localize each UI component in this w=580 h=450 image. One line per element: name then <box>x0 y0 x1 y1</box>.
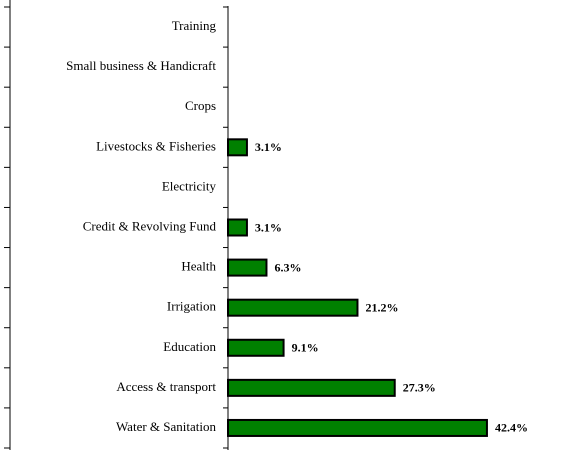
y-tick-label: Irrigation <box>167 299 217 314</box>
value-label: 42.4% <box>495 421 528 435</box>
y-tick-label: Access & transport <box>116 379 216 394</box>
y-tick-label: Training <box>172 18 217 33</box>
y-tick-label: Education <box>163 339 216 354</box>
bar <box>227 218 248 237</box>
y-tick-label: Crops <box>185 98 216 113</box>
value-label: 3.1% <box>255 140 282 154</box>
y-tick-label: Water & Sanitation <box>116 419 217 434</box>
y-tick-label: Electricity <box>162 178 217 193</box>
value-label: 3.1% <box>255 220 282 234</box>
y-tick-label: Livestocks & Fisheries <box>96 138 216 153</box>
bar <box>227 258 268 277</box>
bar <box>227 338 285 357</box>
value-label: 6.3% <box>274 260 301 274</box>
y-tick-label: Credit & Revolving Fund <box>83 218 217 233</box>
bar <box>227 298 359 317</box>
y-tick-label: Small business & Handicraft <box>66 58 216 73</box>
y-tick-label: Health <box>181 259 216 274</box>
bar <box>227 138 248 157</box>
value-label: 27.3% <box>403 381 436 395</box>
bar <box>227 418 488 437</box>
bar <box>227 378 396 397</box>
value-label: 9.1% <box>292 341 319 355</box>
value-label: 21.2% <box>365 300 398 314</box>
